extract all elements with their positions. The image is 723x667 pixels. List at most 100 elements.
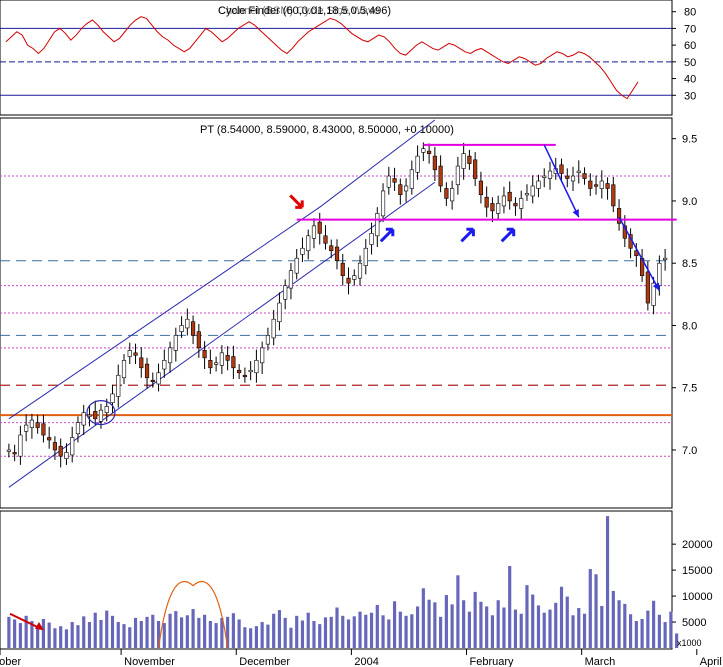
volume-bar-77 xyxy=(450,604,454,648)
price-candle-body xyxy=(237,369,242,374)
volume-bar-14 xyxy=(87,622,92,648)
price-candle-body xyxy=(651,282,656,306)
price-candle-body xyxy=(323,235,328,244)
price-candle-body xyxy=(52,442,58,451)
x-axis-label-6: April xyxy=(700,656,722,667)
volume-bar-116 xyxy=(675,633,679,648)
volume-bar-13 xyxy=(82,616,86,648)
price-candle-body xyxy=(565,175,570,179)
price-candle-40 xyxy=(237,364,242,379)
volume-bar-6 xyxy=(41,618,46,648)
price-candle-97 xyxy=(565,168,570,188)
volume-bar-29 xyxy=(174,611,178,648)
volume-tick-label-15000: 15000 xyxy=(682,565,713,577)
price-candle-22 xyxy=(133,343,138,365)
price-blue-arrow-1 xyxy=(460,227,475,243)
indicator-tick-label-60: 60 xyxy=(684,40,696,52)
price-candle-body xyxy=(317,221,322,234)
price-candle-71 xyxy=(415,145,420,180)
price-candle-body xyxy=(346,277,351,284)
price-candle-65 xyxy=(380,183,386,223)
volume-bar-91 xyxy=(531,594,535,648)
price-candle-88 xyxy=(513,197,518,216)
price-candle-body xyxy=(64,452,69,459)
x-axis-label-0: October xyxy=(0,656,21,667)
price-candle-17 xyxy=(104,398,109,422)
price-candle-27 xyxy=(162,349,167,378)
indicator-tick-label-70: 70 xyxy=(684,23,696,35)
price-candle-body xyxy=(202,350,207,359)
volume-bar-58 xyxy=(341,615,345,648)
price-blue-arrow-2 xyxy=(500,227,516,243)
indicator-series-line xyxy=(5,16,639,100)
volume-bar-55 xyxy=(323,617,328,648)
volume-bar-38 xyxy=(226,616,230,648)
price-candle-24 xyxy=(144,357,150,389)
price-candle-87 xyxy=(507,181,512,210)
volume-bar-106 xyxy=(617,600,621,648)
price-candle-body xyxy=(663,257,668,261)
price-candle-83 xyxy=(484,186,489,218)
volume-bar-86 xyxy=(502,607,506,648)
price-candle-body xyxy=(93,411,98,420)
price-candle-68 xyxy=(398,178,403,205)
price-candle-35 xyxy=(208,349,213,375)
price-candle-29 xyxy=(173,327,178,362)
price-candle-47 xyxy=(277,292,282,331)
price-tick-label-7: 7.0 xyxy=(682,445,697,457)
price-candle-body xyxy=(478,180,483,196)
price-candle-body xyxy=(513,203,518,207)
price-candle-56 xyxy=(329,239,334,259)
volume-bar-51 xyxy=(300,620,305,648)
price-candle-34 xyxy=(202,341,207,370)
price-candle-body xyxy=(438,165,443,187)
volume-bar-26 xyxy=(156,621,161,648)
price-candle-body xyxy=(645,271,650,304)
volume-bar-1 xyxy=(13,619,17,648)
price-candle-41 xyxy=(242,367,247,383)
volume-bar-92 xyxy=(536,605,541,648)
volume-bar-96 xyxy=(559,586,564,648)
price-candle-body xyxy=(599,180,604,189)
price-candle-89 xyxy=(519,190,524,220)
price-candle-13 xyxy=(81,404,86,436)
price-candle-body xyxy=(524,193,530,196)
volume-bar-3 xyxy=(24,615,28,648)
price-tick-label-8.5: 8.5 xyxy=(682,258,697,270)
volume-bar-42 xyxy=(249,628,253,648)
volume-bar-47 xyxy=(277,610,282,648)
volume-bar-94 xyxy=(548,609,552,648)
price-candle-body xyxy=(398,184,403,196)
volume-bar-31 xyxy=(185,615,189,648)
price-candle-body xyxy=(271,318,276,339)
volume-bar-113 xyxy=(657,614,661,648)
volume-bar-7 xyxy=(47,622,51,648)
volume-bar-76 xyxy=(444,595,448,648)
volume-tick-label-10000: 10000 xyxy=(682,591,713,603)
price-candle-body xyxy=(334,246,340,262)
volume-bar-71 xyxy=(416,606,420,648)
indicator-tick-label-30: 30 xyxy=(684,90,696,102)
volume-bar-24 xyxy=(145,616,149,648)
price-candle-body xyxy=(41,423,46,436)
price-candle-body xyxy=(409,169,414,189)
volume-bar-73 xyxy=(427,599,431,648)
volume-bar-87 xyxy=(508,565,512,648)
price-candle-19 xyxy=(116,364,121,408)
price-candle-96 xyxy=(559,158,564,182)
price-candle-body xyxy=(611,184,616,207)
volume-bar-72 xyxy=(421,588,425,648)
price-candle-55 xyxy=(323,225,328,250)
price-candle-112 xyxy=(651,276,656,315)
price-candle-body xyxy=(294,257,299,274)
price-candle-body xyxy=(24,424,29,432)
price-candle-body xyxy=(225,355,230,361)
volume-bar-81 xyxy=(473,591,477,648)
volume-bar-48 xyxy=(283,617,287,648)
volume-bar-108 xyxy=(628,614,633,648)
volume-bar-60 xyxy=(352,616,356,648)
price-candle-23 xyxy=(139,347,144,378)
price-candle-77 xyxy=(450,180,455,210)
price-candle-body xyxy=(162,360,167,370)
